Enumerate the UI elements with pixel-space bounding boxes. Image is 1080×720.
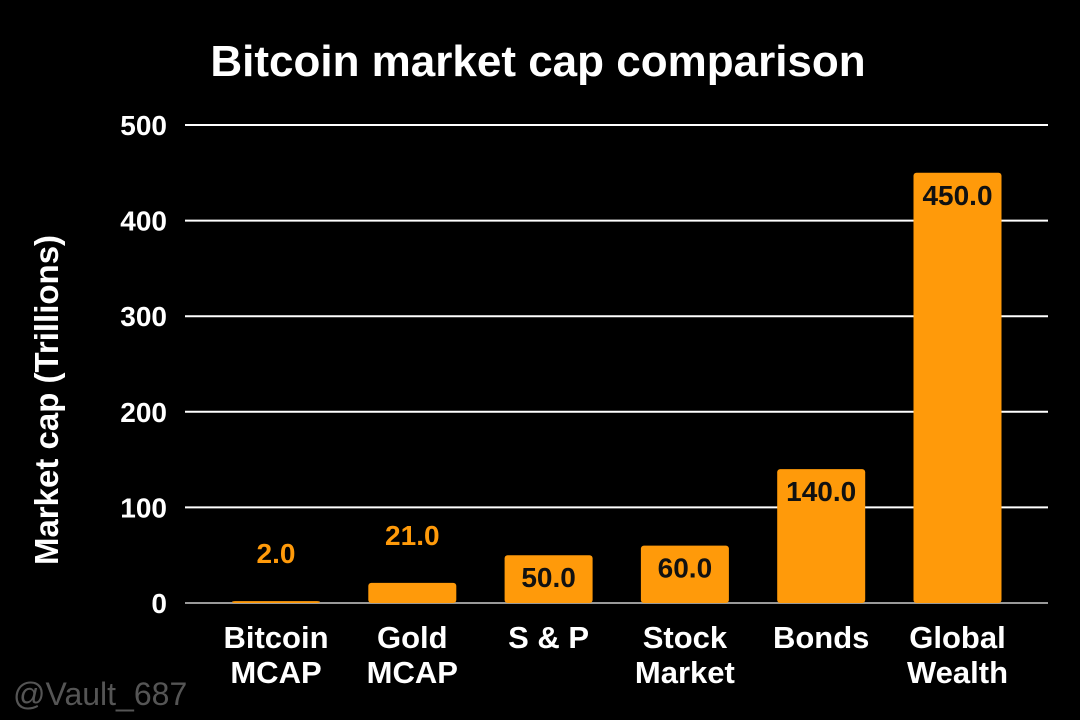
x-tick-label: Wealth xyxy=(907,655,1008,690)
x-tick-label: MCAP xyxy=(230,655,321,690)
x-tick-label: Bonds xyxy=(773,620,869,655)
bar xyxy=(640,545,729,603)
y-tick-label: 500 xyxy=(120,110,167,141)
data-label: 21.0 xyxy=(385,520,440,551)
data-label: 2.0 xyxy=(257,538,296,569)
watermark: @Vault_687 xyxy=(13,676,188,712)
x-tick-label: Global xyxy=(909,620,1005,655)
x-tick-label: Market xyxy=(635,655,735,690)
x-tick-label: Stock xyxy=(643,620,728,655)
data-label: 50.0 xyxy=(521,562,576,593)
data-label: 450.0 xyxy=(922,180,992,211)
chart-title: Bitcoin market cap comparison xyxy=(210,37,865,86)
x-tick-label: Gold xyxy=(377,620,448,655)
data-label: 140.0 xyxy=(786,476,856,507)
bar xyxy=(913,172,1002,604)
bar xyxy=(368,582,457,603)
y-tick-label: 300 xyxy=(120,301,167,332)
y-axis-label: Market cap (Trillions) xyxy=(28,235,65,565)
x-tick-label: Bitcoin xyxy=(223,620,328,655)
y-tick-label: 100 xyxy=(120,492,167,523)
bar xyxy=(777,469,866,603)
y-tick-label: 0 xyxy=(151,588,167,619)
y-tick-label: 200 xyxy=(120,397,167,428)
bar xyxy=(504,555,593,603)
bar xyxy=(232,601,320,603)
x-tick-label: MCAP xyxy=(367,655,458,690)
y-tick-label: 400 xyxy=(120,206,167,237)
x-tick-label: S & P xyxy=(508,620,589,655)
data-label: 60.0 xyxy=(658,553,713,584)
